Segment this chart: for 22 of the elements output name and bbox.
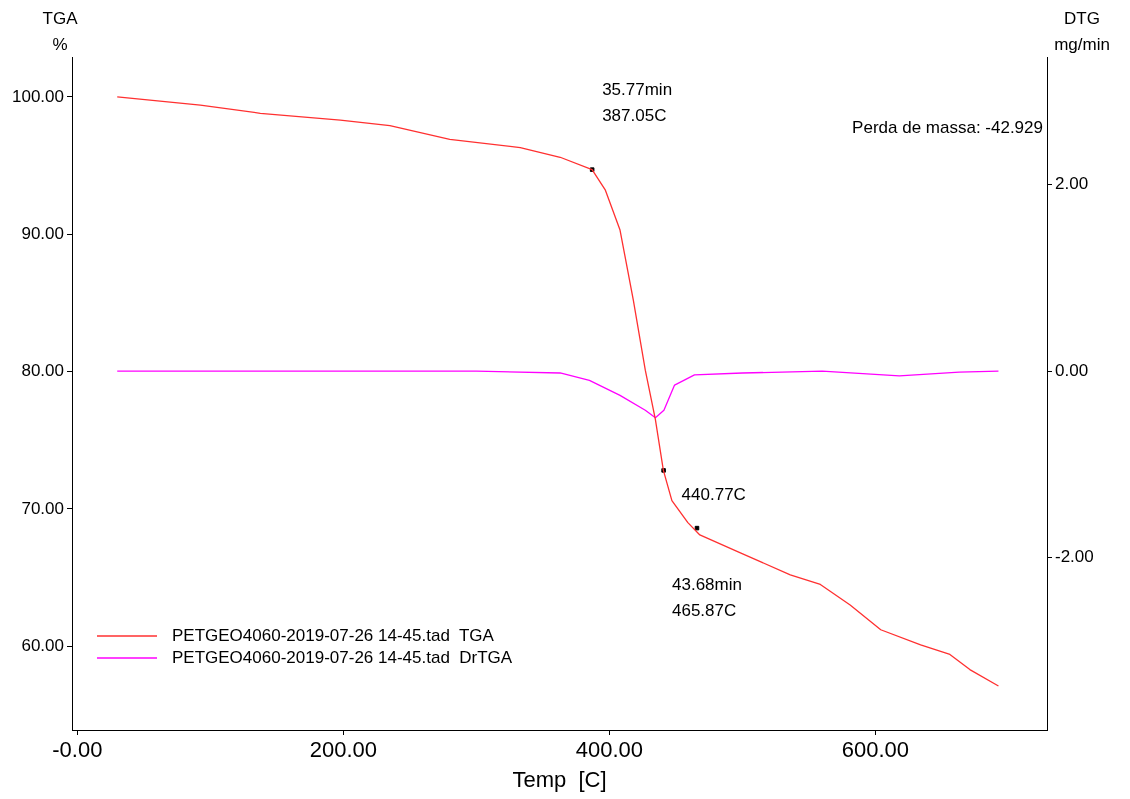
legend-label: PETGEO4060-2019-07-26 14-45.tad TGA <box>172 625 495 645</box>
y-axis-title: TGA % <box>42 9 79 54</box>
point <box>694 525 700 531</box>
y2-tick-label: -2.00 <box>1055 547 1094 567</box>
annotation: Perda de massa: -42.929 <box>852 118 1043 137</box>
y-tick-label: 100.00 <box>12 86 64 106</box>
y2-tick-label: 0.00 <box>1055 360 1089 380</box>
x-tick-label: 400.00 <box>575 737 644 763</box>
y2-tick-label: 2.00 <box>1055 174 1089 194</box>
legend-label: PETGEO4060-2019-07-26 14-45.tad DrTGA <box>172 647 513 667</box>
y-tick-label: 60.00 <box>21 635 64 655</box>
annotation: 35.77min 387.05C <box>602 79 673 125</box>
x-tick-label: 600.00 <box>841 737 910 763</box>
x-axis-title: Temp [C] <box>512 767 607 792</box>
y-tick-label: 70.00 <box>21 498 64 518</box>
y-tick-label: 90.00 <box>21 223 64 243</box>
y-tick-label: 80.00 <box>21 361 64 381</box>
x-tick-label: -0.00 <box>52 737 103 763</box>
annotation: 440.77C <box>681 485 746 505</box>
annotation: 43.68min 465.87C <box>672 575 742 621</box>
x-tick-label: 200.00 <box>309 737 377 763</box>
y2-axis-title: DTG mg/min <box>1054 9 1110 54</box>
